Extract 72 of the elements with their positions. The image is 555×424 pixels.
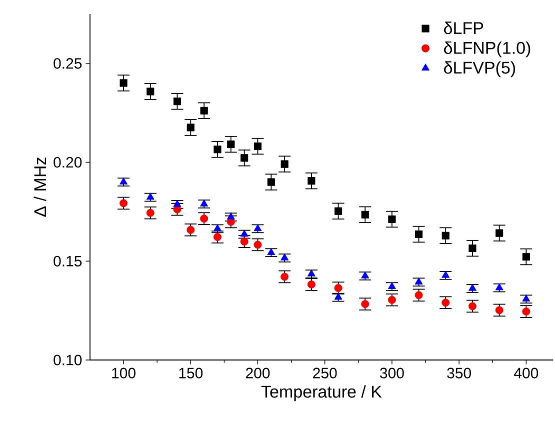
point bbox=[146, 192, 154, 200]
point bbox=[240, 154, 248, 162]
legend-label: δLFNP(1.0) bbox=[444, 41, 530, 58]
point bbox=[468, 284, 476, 291]
point bbox=[267, 178, 275, 186]
x-tick-label: 250 bbox=[313, 368, 337, 378]
point bbox=[522, 308, 530, 316]
y-tick-label: 0.20 bbox=[54, 156, 82, 168]
point bbox=[146, 208, 154, 217]
point bbox=[214, 233, 222, 242]
y-axis-title: Δ / MHz bbox=[34, 158, 46, 217]
point bbox=[120, 177, 128, 184]
point bbox=[308, 177, 316, 185]
point bbox=[388, 282, 396, 290]
x-axis-title: Temperature / K bbox=[261, 385, 382, 402]
point bbox=[414, 278, 423, 284]
point bbox=[226, 212, 235, 220]
point bbox=[468, 244, 476, 252]
point bbox=[361, 300, 370, 308]
point bbox=[307, 269, 316, 276]
point bbox=[307, 280, 316, 288]
point bbox=[388, 296, 396, 304]
point bbox=[280, 160, 288, 168]
point bbox=[388, 215, 396, 224]
x-tick-label: 300 bbox=[380, 368, 404, 378]
point bbox=[186, 124, 194, 132]
point bbox=[186, 226, 195, 234]
point bbox=[200, 214, 208, 223]
point bbox=[214, 146, 222, 154]
point bbox=[254, 224, 262, 232]
point bbox=[227, 140, 235, 148]
point bbox=[240, 238, 248, 246]
point bbox=[120, 79, 128, 87]
point bbox=[522, 294, 530, 302]
point bbox=[415, 230, 423, 238]
point bbox=[214, 224, 222, 232]
point bbox=[468, 302, 476, 310]
point bbox=[442, 270, 450, 278]
point bbox=[173, 98, 182, 106]
point bbox=[522, 253, 530, 261]
point bbox=[254, 142, 262, 150]
point bbox=[361, 271, 370, 278]
point bbox=[280, 253, 289, 260]
y-tick-label: 0.10 bbox=[54, 354, 82, 366]
point bbox=[496, 229, 504, 237]
point bbox=[267, 248, 276, 256]
point bbox=[146, 88, 154, 96]
point bbox=[334, 284, 342, 292]
point bbox=[173, 200, 182, 207]
x-tick-label: 100 bbox=[112, 368, 136, 378]
y-tick-label: 0.15 bbox=[54, 256, 82, 266]
legend-label: δLFVP(5) bbox=[444, 61, 516, 78]
point bbox=[442, 232, 450, 240]
x-tick-label: 350 bbox=[447, 368, 471, 378]
point bbox=[240, 230, 248, 237]
point bbox=[120, 199, 128, 208]
point bbox=[414, 291, 423, 300]
point bbox=[495, 306, 504, 314]
point bbox=[200, 106, 208, 114]
point bbox=[200, 199, 208, 206]
x-tick-label: 400 bbox=[514, 368, 538, 378]
x-tick-label: 200 bbox=[246, 368, 270, 378]
legend-label: δLFP bbox=[444, 22, 484, 34]
point bbox=[334, 292, 342, 300]
point bbox=[361, 210, 369, 218]
x-tick-label: 150 bbox=[179, 368, 203, 378]
y-tick-label: 0.25 bbox=[54, 58, 82, 69]
point bbox=[254, 240, 262, 249]
point bbox=[442, 298, 450, 307]
point bbox=[334, 207, 342, 215]
point bbox=[280, 272, 289, 281]
point bbox=[495, 283, 504, 290]
